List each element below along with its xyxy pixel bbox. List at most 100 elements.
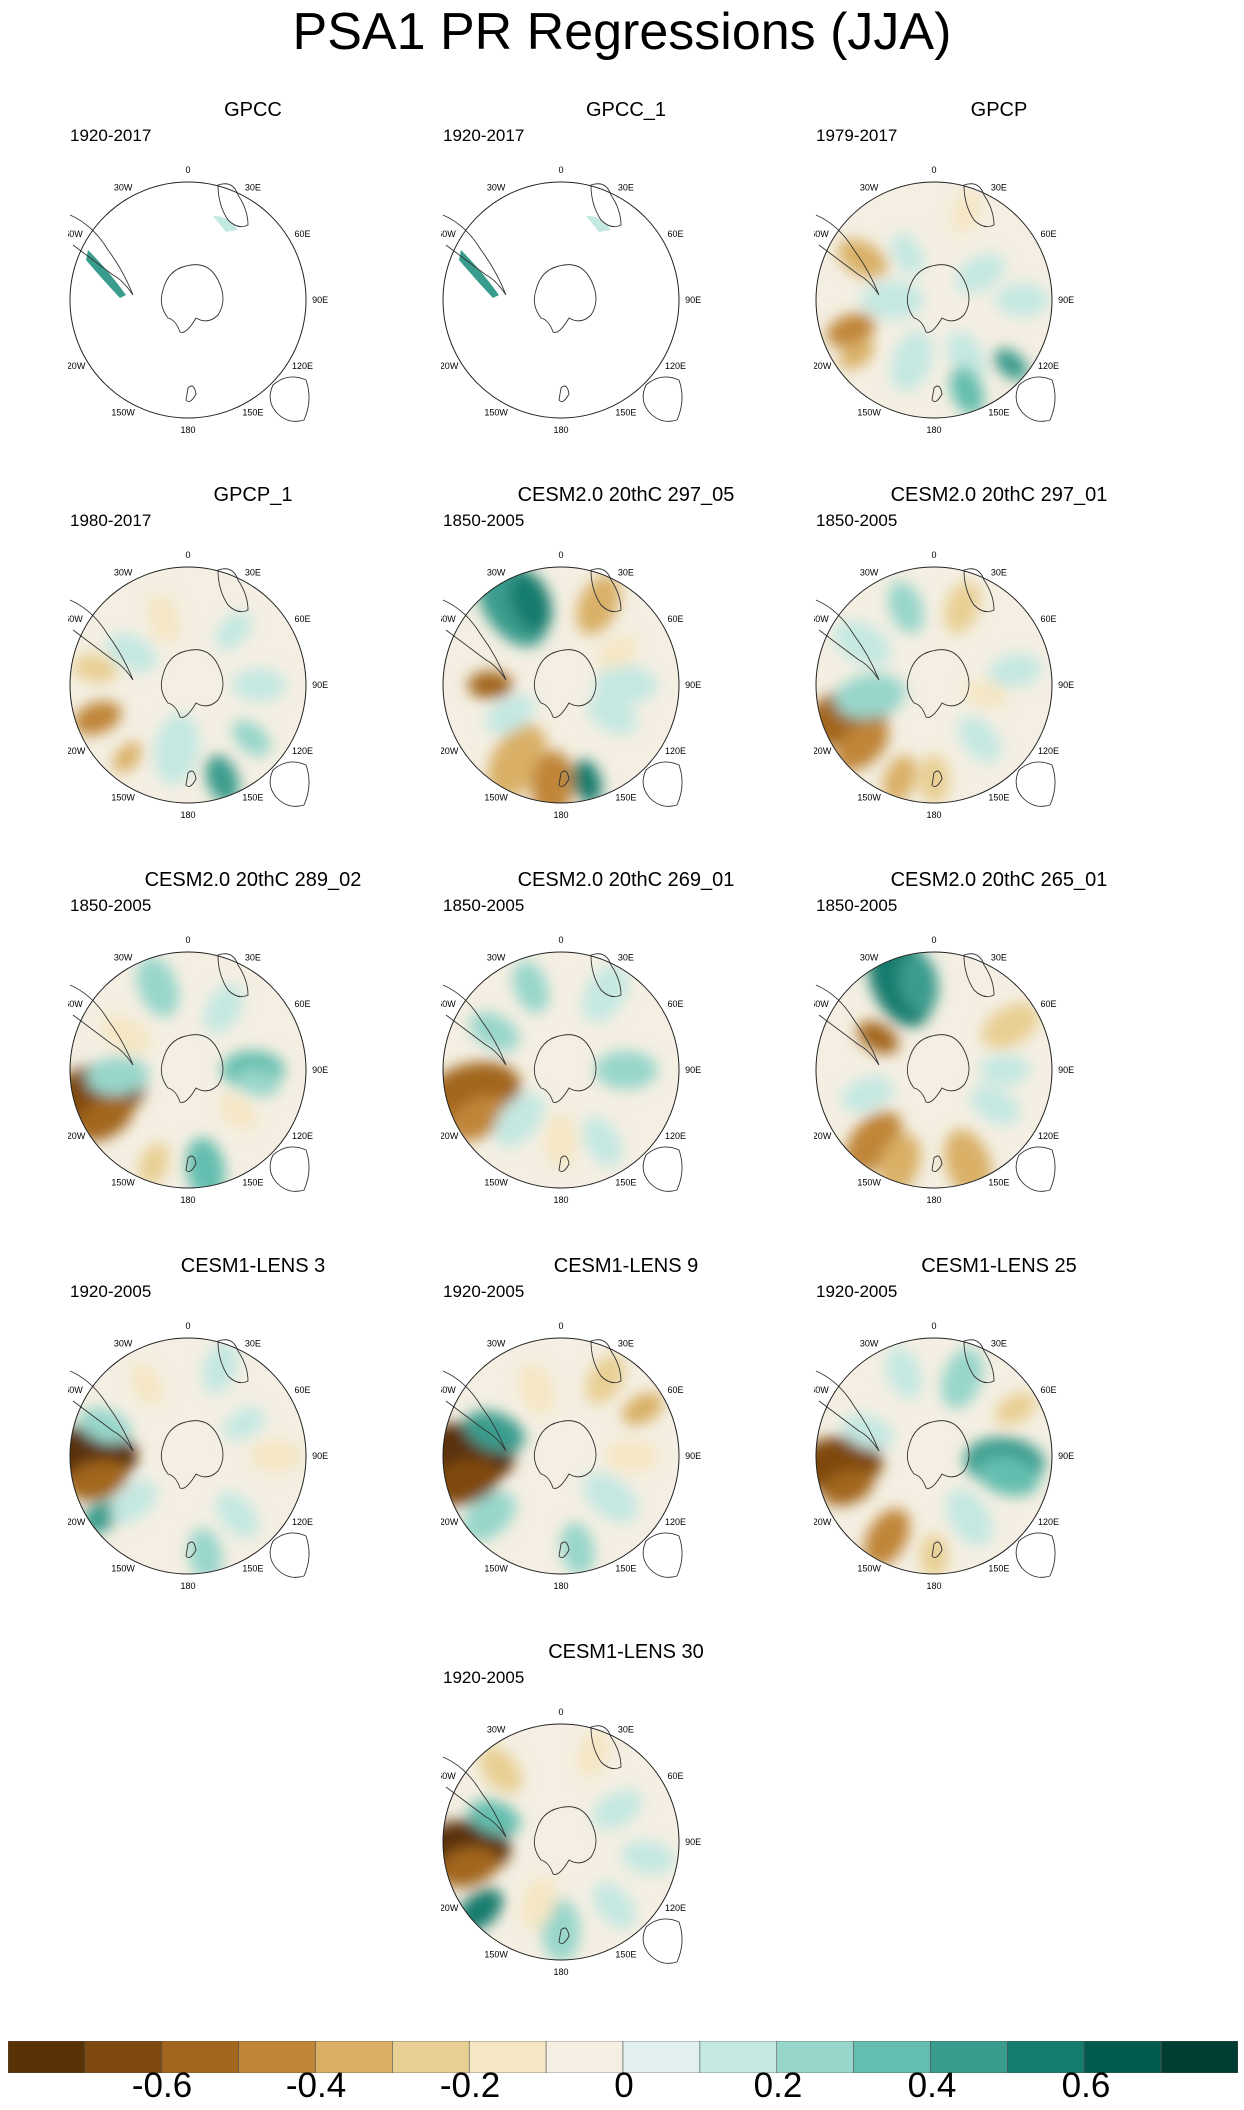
longitude-label: 60E	[1040, 229, 1056, 239]
map-border	[442, 951, 680, 1189]
panel-years: 1920-2005	[70, 1282, 152, 1301]
longitude-label: 30E	[618, 1339, 634, 1349]
anomaly-blob	[861, 280, 925, 320]
longitude-label: 150W	[857, 1563, 881, 1573]
anomaly-blob	[249, 1439, 304, 1473]
anomaly-blob	[70, 1460, 128, 1501]
coastline-australia	[1015, 761, 1056, 807]
longitude-label: 120W	[441, 1517, 459, 1527]
panel-title: CESM1-LENS 9	[553, 1255, 699, 1277]
longitude-label: 180	[180, 810, 195, 820]
longitude-label: 30E	[991, 1339, 1007, 1349]
longitude-label: 150E	[615, 1563, 636, 1573]
longitude-label: 90E	[312, 1451, 328, 1461]
longitude-label: 120E	[292, 361, 313, 371]
coastline-antarctica	[906, 1420, 970, 1489]
anomaly-blob	[138, 1142, 169, 1186]
coastline-africa	[590, 953, 622, 998]
coastline-africa	[217, 183, 249, 228]
polar-map: 030E60E90E120E150E180150W120W90W60W30W	[814, 935, 1074, 1205]
longitude-label: 60W	[814, 999, 829, 1009]
longitude-label: 30W	[487, 1339, 506, 1349]
colorbar-swatch	[315, 2041, 393, 2073]
coastline-new-zealand	[558, 385, 570, 402]
coastline-new-zealand	[558, 1541, 570, 1558]
ocean-fill	[70, 182, 306, 418]
colorbar-swatch	[1160, 2041, 1238, 2073]
longitude-label: 90E	[1058, 1065, 1074, 1075]
anomaly-blob	[841, 1076, 894, 1113]
panel-years: 1920-2005	[816, 1282, 898, 1301]
longitude-label: 90E	[1058, 1451, 1074, 1461]
longitude-label: 30W	[487, 568, 506, 578]
longitude-label: 120W	[441, 361, 459, 371]
map-border	[69, 1337, 307, 1575]
panel-title: CESM2.0 20thC 297_05	[517, 484, 735, 506]
anomaly-blob	[594, 665, 658, 705]
panel-years: 1920-2005	[443, 1668, 525, 1687]
anomaly-blob	[887, 581, 924, 634]
anomaly-blob	[979, 1054, 1030, 1086]
longitude-label: 180	[553, 425, 568, 435]
colorbar-swatch	[238, 2041, 316, 2073]
longitude-label: 30E	[991, 183, 1007, 193]
coastline-south-america	[815, 1370, 880, 1452]
anomaly-blob	[857, 1021, 899, 1054]
longitude-label: 180	[553, 1581, 568, 1591]
longitude-label: 60W	[68, 614, 83, 624]
longitude-label: 150E	[988, 1177, 1009, 1187]
anomaly-blob	[941, 1348, 984, 1409]
coastline-antarctica	[906, 1034, 970, 1103]
longitude-label: 0	[931, 1321, 936, 1331]
longitude-label: 150W	[111, 1563, 135, 1573]
longitude-label: 150E	[988, 1563, 1009, 1573]
coastline-new-zealand	[558, 1927, 570, 1944]
coastline-south-america	[815, 599, 880, 681]
longitude-label: 120W	[68, 361, 86, 371]
longitude-label: 120W	[68, 1131, 86, 1141]
map-panel-cesm2-297-05: CESM2.0 20thC 297_05 1850-2005 0 30E 60E 90…	[441, 483, 811, 863]
panel-years: 1979-2017	[816, 126, 898, 145]
longitude-label: 60W	[814, 229, 829, 239]
coastline-australia	[269, 376, 310, 422]
polar-map: 030E60E90E120E150E180150W120W90W60W30W	[441, 1321, 701, 1591]
longitude-label: 0	[185, 550, 190, 560]
coastline-new-zealand	[185, 1541, 197, 1558]
coastline-new-zealand	[931, 1541, 943, 1558]
polar-map: 030E60E90E120E150E180150W120W90W60W30W	[441, 1707, 701, 1977]
longitude-label: 30W	[860, 568, 879, 578]
anomaly-blob	[604, 1439, 659, 1473]
map-field	[443, 567, 679, 803]
anomaly-blob	[443, 1846, 499, 1888]
map-field	[70, 1338, 306, 1574]
anomaly-blob	[146, 594, 181, 643]
longitude-label: 30E	[618, 1725, 634, 1735]
longitude-label: 60E	[294, 1385, 310, 1395]
map-border	[69, 951, 307, 1189]
coastline-australia	[269, 1146, 310, 1192]
anomaly-blob	[86, 1056, 149, 1096]
longitude-label: 60W	[68, 229, 83, 239]
panel-years: 1850-2005	[816, 896, 898, 915]
map-panel-cesm2-297-01: CESM2.0 20thC 297_01 1850-2005 0 30E 60E 90…	[814, 483, 1184, 863]
longitude-label: 120W	[814, 361, 832, 371]
longitude-label: 30W	[487, 953, 506, 963]
coastline-new-zealand	[185, 1155, 197, 1172]
panel-title: GPCP_1	[213, 484, 293, 506]
map-border	[69, 181, 307, 419]
coastline-africa	[963, 1339, 995, 1384]
anomaly-blob	[518, 1363, 555, 1416]
map-field	[816, 952, 1052, 1188]
coastline-antarctica	[160, 264, 224, 333]
coastline-australia	[642, 1532, 683, 1578]
colorbar-swatch	[84, 2041, 163, 2073]
colorbar-swatch	[1083, 2041, 1162, 2073]
panel-title: CESM2.0 20thC 265_01	[890, 869, 1108, 891]
coastline-south-america	[815, 984, 880, 1066]
map-panel-cesm1-lens-25: CESM1-LENS 25 1920-2005 0 30E 60E 90E 120E 15…	[814, 1254, 1184, 1634]
anomaly-blob	[582, 1116, 622, 1167]
coastline-antarctica	[533, 1806, 597, 1875]
ocean-fill	[816, 1338, 1052, 1574]
coastline-australia	[642, 1146, 683, 1192]
colorbar	[8, 2041, 1238, 2073]
